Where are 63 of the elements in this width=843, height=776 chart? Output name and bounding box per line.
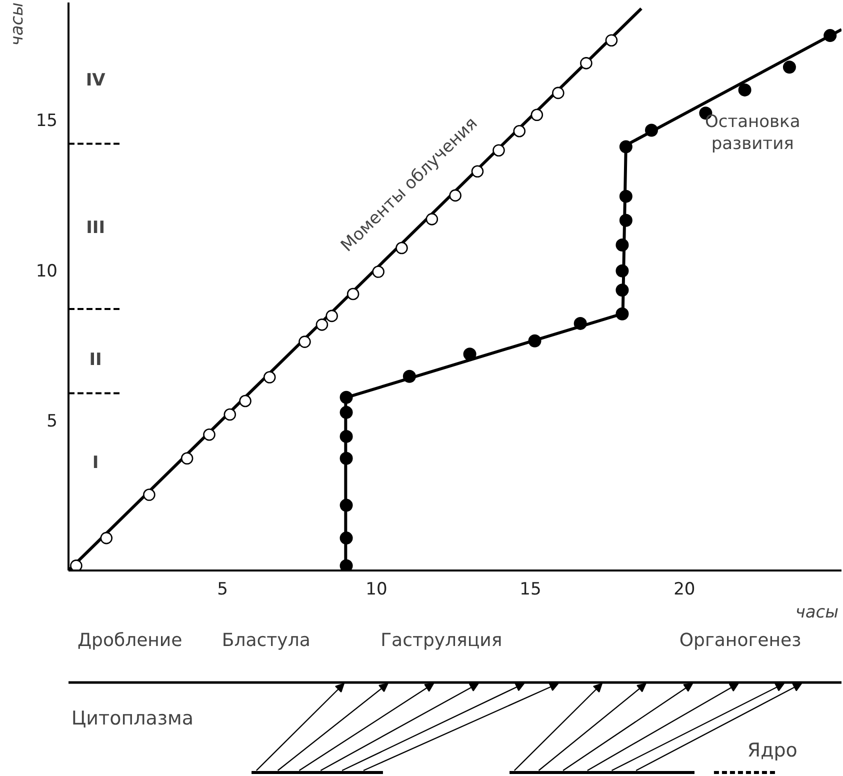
point	[340, 498, 353, 512]
point	[340, 430, 353, 443]
point	[619, 214, 632, 227]
annotation: Остановка развития	[704, 112, 800, 154]
point	[782, 60, 796, 74]
x-tick-label: 20	[674, 580, 696, 600]
point	[619, 190, 632, 203]
point	[616, 264, 629, 278]
y-tick-label: 15	[36, 111, 58, 132]
point	[340, 390, 353, 404]
point	[644, 124, 658, 137]
point	[203, 428, 216, 441]
point	[340, 406, 353, 419]
point	[346, 288, 360, 300]
point	[574, 316, 587, 330]
point	[340, 559, 353, 570]
y-tick-label: 5	[46, 412, 58, 432]
point	[263, 371, 276, 384]
point	[340, 452, 353, 465]
point	[616, 307, 629, 320]
point	[530, 108, 544, 122]
point	[492, 144, 505, 156]
text: Цитоплазма	[71, 708, 194, 730]
point	[100, 532, 113, 544]
text: Дробление	[77, 630, 182, 651]
text: Бластула	[222, 630, 310, 651]
point	[70, 560, 82, 570]
point	[298, 336, 311, 348]
point	[239, 394, 252, 408]
point	[616, 238, 629, 252]
point	[463, 348, 476, 361]
point	[513, 124, 526, 138]
point	[580, 57, 592, 70]
x-axis-title: часы	[795, 602, 839, 622]
point	[224, 408, 236, 421]
point	[449, 189, 462, 202]
point	[552, 86, 564, 100]
point	[605, 34, 618, 47]
point	[316, 318, 328, 331]
point	[180, 452, 194, 465]
point	[340, 532, 353, 545]
point	[372, 266, 384, 278]
text: Гаструляция	[380, 630, 502, 651]
point	[326, 310, 338, 322]
x-tick-label: 10	[366, 580, 388, 600]
y-axis-title: часы	[8, 2, 28, 46]
y-tick-label: 10	[36, 261, 58, 282]
point	[528, 334, 542, 348]
annotation: II	[89, 350, 102, 370]
annotation: III	[86, 218, 106, 238]
annotation: IV	[86, 70, 106, 91]
point	[402, 370, 416, 383]
point	[426, 213, 438, 226]
annotation: I	[92, 453, 99, 474]
text: Ядро	[747, 740, 798, 762]
x-tick-label: 5	[217, 580, 228, 600]
point	[824, 29, 837, 42]
point	[143, 488, 156, 501]
point	[738, 83, 752, 96]
point	[616, 284, 629, 297]
point	[619, 140, 632, 154]
text: Органогенез	[679, 630, 802, 651]
x-tick-label: 15	[520, 580, 542, 600]
